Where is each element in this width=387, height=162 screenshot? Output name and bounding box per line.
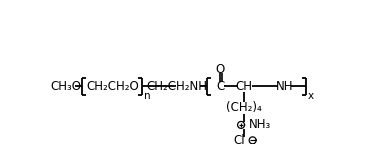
Text: CH₂CH₂O: CH₂CH₂O	[86, 80, 139, 93]
Text: C: C	[216, 80, 224, 93]
Text: CH₂CH₂NH: CH₂CH₂NH	[146, 80, 207, 93]
Text: CH₃O: CH₃O	[51, 80, 82, 93]
Text: NH₃: NH₃	[249, 118, 271, 131]
Text: CH: CH	[236, 80, 253, 93]
Text: Cl: Cl	[233, 134, 245, 147]
Text: NH: NH	[276, 80, 293, 93]
Text: x: x	[308, 91, 314, 101]
Text: O: O	[216, 63, 225, 76]
Text: (CH₂)₄: (CH₂)₄	[226, 101, 262, 115]
Text: n: n	[144, 91, 151, 101]
